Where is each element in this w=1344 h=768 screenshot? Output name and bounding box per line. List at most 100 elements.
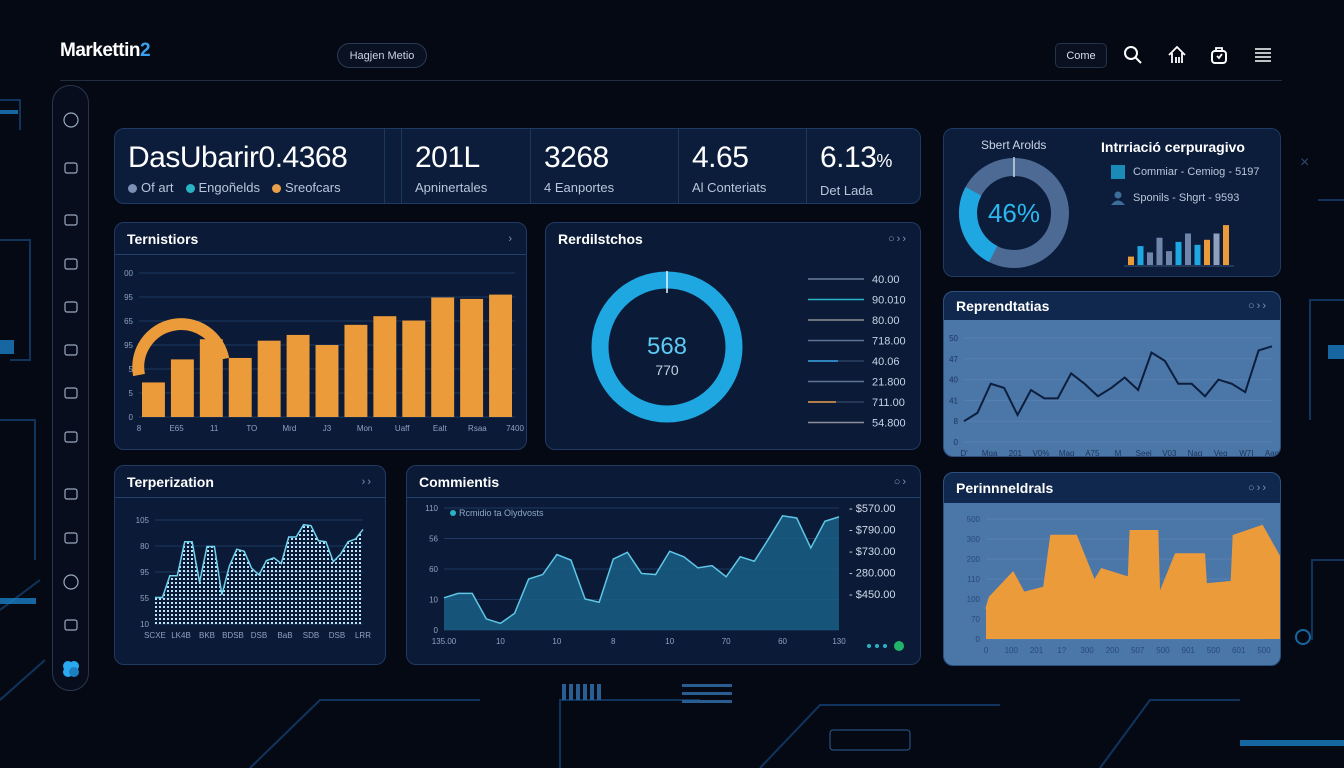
document-icon[interactable] bbox=[61, 297, 81, 317]
kpi-apninertales[interactable]: 201L Apninertales bbox=[401, 129, 531, 203]
menu-icon[interactable] bbox=[1253, 45, 1273, 65]
rerdilstchos-donut-chart: 568 770 40.00 90.010 80.00 718.00 40.06 21.800 7… bbox=[591, 271, 906, 430]
workspace-pill[interactable]: Hagjen Metio bbox=[337, 43, 427, 68]
y-tick-label: 56 bbox=[429, 535, 438, 544]
legend-value: 90.010 bbox=[872, 295, 906, 307]
icon-shape bbox=[64, 387, 78, 399]
icon-shape bbox=[64, 162, 78, 174]
pen-icon[interactable] bbox=[61, 158, 81, 178]
x-tick-label: 8 bbox=[137, 424, 142, 433]
y-tick-label: 8 bbox=[954, 417, 959, 426]
legend-value: 711.00 bbox=[872, 397, 905, 409]
icon-shape bbox=[63, 574, 79, 590]
bar bbox=[315, 345, 339, 417]
x-tick-label: Mga bbox=[982, 449, 998, 456]
kpi-eanportes[interactable]: 3268 4 Eanportes bbox=[531, 129, 679, 203]
x-tick-label: W7I bbox=[1239, 449, 1253, 456]
bar bbox=[257, 340, 281, 417]
legend-dot bbox=[271, 184, 281, 194]
legend-dot bbox=[185, 184, 195, 194]
summary-item[interactable]: Commiar - Cemiog - 5197 bbox=[1111, 165, 1260, 179]
legend-item: Of art bbox=[128, 180, 174, 195]
hook-icon[interactable] bbox=[61, 254, 81, 274]
nav-arrows-icon[interactable]: ○›› bbox=[1248, 482, 1268, 494]
pager-dot bbox=[883, 644, 887, 648]
x-tick-label: 10 bbox=[552, 637, 561, 646]
icon-shape bbox=[64, 301, 78, 313]
legend-dot bbox=[128, 184, 137, 194]
y-tick-label: 5 bbox=[129, 389, 134, 398]
y-tick-label: 100 bbox=[967, 595, 981, 604]
nav-arrows-icon[interactable]: ○›› bbox=[1248, 300, 1268, 312]
x-tick-label: LRR bbox=[355, 631, 371, 640]
chart-icon[interactable] bbox=[61, 210, 81, 230]
x-tick-label: 500 bbox=[1207, 646, 1221, 655]
x-tick-label: Rsaa bbox=[468, 424, 487, 433]
legend-dot bbox=[450, 510, 456, 516]
home-icon[interactable] bbox=[1167, 45, 1187, 65]
summary-title: Intrriació cerpuragivo bbox=[1101, 139, 1245, 155]
y-tick-label: 10 bbox=[140, 620, 149, 629]
x-tick-label: 130 bbox=[832, 637, 846, 646]
kpi-det-lada[interactable]: 6.13% Det Lada bbox=[807, 129, 920, 203]
arch-decoration bbox=[132, 318, 230, 377]
search-icon[interactable] bbox=[1123, 45, 1143, 65]
x-tick-label: Seej bbox=[1136, 449, 1152, 456]
area-fill bbox=[444, 515, 839, 630]
x-tick-label: 601 bbox=[1232, 646, 1246, 655]
x-tick-label: E65 bbox=[169, 424, 184, 433]
bar bbox=[1223, 225, 1229, 265]
svg-text:×: × bbox=[1300, 154, 1309, 171]
x-tick-label: 507 bbox=[1131, 646, 1145, 655]
summary-bar-chart bbox=[1124, 225, 1234, 267]
y-tick-label: 55 bbox=[140, 594, 149, 603]
header-divider bbox=[60, 80, 1282, 81]
link-icon[interactable] bbox=[61, 340, 81, 360]
donut-title: Sbert Arolds bbox=[981, 138, 1047, 152]
legend-label: Sreofcars bbox=[284, 180, 341, 195]
bag-icon[interactable] bbox=[1209, 45, 1229, 65]
feather-icon[interactable] bbox=[61, 615, 81, 635]
nav-arrows-icon[interactable]: ○›› bbox=[888, 233, 908, 245]
chevron-right-icon[interactable]: › bbox=[508, 232, 514, 245]
bar bbox=[1185, 233, 1191, 265]
clock-icon[interactable] bbox=[61, 572, 81, 592]
y-tick-label: 105 bbox=[136, 516, 150, 525]
panel-title: Terperization bbox=[127, 473, 214, 490]
tag-icon[interactable] bbox=[61, 528, 81, 548]
globe-icon[interactable] bbox=[61, 110, 81, 130]
panel-commientis: Commientis ○› 0 10 60 56 110 135.00 10 10 8 10 70 60… bbox=[406, 465, 921, 665]
legend-item: Sreofcars bbox=[271, 180, 341, 195]
pager-dot bbox=[875, 644, 879, 648]
x-tick-label: SCXE bbox=[144, 631, 166, 640]
come-button[interactable]: Come bbox=[1055, 43, 1107, 68]
kpi-value: DasUbarir0.4368 bbox=[128, 141, 348, 174]
chevron-double-right-icon[interactable]: ›› bbox=[361, 475, 373, 488]
icon-shape bbox=[64, 431, 78, 443]
kpi-value: 4.65 bbox=[692, 141, 749, 174]
bar bbox=[1137, 246, 1144, 265]
line-series bbox=[963, 345, 1273, 423]
x-tick-label: 500 bbox=[1257, 646, 1271, 655]
legend-value: 54.800 bbox=[872, 418, 906, 430]
summary-item[interactable]: Sponils - Shgrt - 9593 bbox=[1111, 191, 1239, 205]
folder-icon[interactable] bbox=[61, 484, 81, 504]
donut-segment bbox=[959, 187, 998, 263]
x-tick-label: Ealt bbox=[433, 424, 448, 433]
nav-arrows-icon[interactable]: ○› bbox=[893, 475, 908, 488]
kpi-dashboard[interactable]: DasUbarir0.4368 Of art Engoñelds Sreofcars bbox=[115, 129, 385, 203]
apps-icon[interactable] bbox=[61, 659, 81, 679]
legend-label: Of art bbox=[141, 180, 174, 195]
y-tick-label: 0 bbox=[434, 626, 439, 635]
app-logo[interactable]: Markettin2 bbox=[60, 40, 151, 61]
y-tick-label: 50 bbox=[949, 334, 958, 343]
right-tick-label: - 280.000 bbox=[849, 568, 895, 580]
panel-ternistiors: Ternistiors › 0 5 5 95 65 95 00 8 E65 11 TO Mrd J3 Mon… bbox=[114, 222, 527, 450]
users-icon[interactable] bbox=[61, 383, 81, 403]
y-tick-label: 40 bbox=[949, 376, 958, 385]
right-tick-label: - $570.00 bbox=[849, 503, 895, 515]
table-icon[interactable] bbox=[61, 427, 81, 447]
kpi-conteriats[interactable]: 4.65 Al Conteriats bbox=[679, 129, 807, 203]
y-tick-label: 41 bbox=[949, 396, 958, 405]
y-tick-label: 0 bbox=[129, 413, 134, 422]
